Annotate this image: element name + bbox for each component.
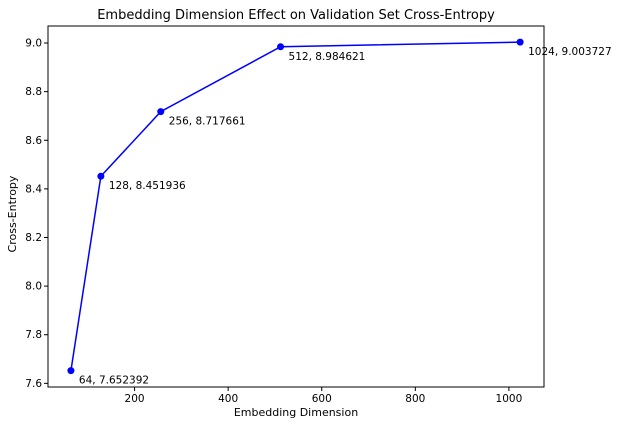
data-label: 256, 8.717661 <box>169 116 246 128</box>
x-tick-label: 200 <box>125 393 145 405</box>
x-tick-label: 800 <box>405 393 425 405</box>
y-axis-label: Cross-Entropy <box>6 175 19 252</box>
x-tick-label: 400 <box>218 393 238 405</box>
plot-frame <box>47 25 545 388</box>
chart-title: Embedding Dimension Effect on Validation… <box>97 8 495 23</box>
x-axis-label: Embedding Dimension <box>234 406 358 419</box>
data-point <box>157 108 165 116</box>
y-tick-label: 8.6 <box>25 135 42 147</box>
y-tick-label: 7.8 <box>25 329 42 341</box>
data-point <box>67 367 75 375</box>
y-tick-label: 9.0 <box>25 38 42 50</box>
series: 64, 7.652392 128, 8.451936 256, 8.717661 51… <box>67 38 612 387</box>
ticks: 200 400 600 800 1000 7.6 7.8 8.0 8.2 8.4 8.6 8.8 9.0 <box>25 38 522 405</box>
series-line <box>70 41 521 371</box>
y-tick-label: 8.2 <box>25 232 42 244</box>
data-point <box>277 43 285 51</box>
axes <box>47 25 545 388</box>
data-label: 128, 8.451936 <box>109 180 186 192</box>
data-label: 512, 8.984621 <box>289 51 366 63</box>
data-point <box>516 38 524 46</box>
x-tick-label: 1000 <box>496 393 523 405</box>
y-tick-label: 8.0 <box>25 281 42 293</box>
y-tick-label: 8.8 <box>25 86 42 98</box>
data-point <box>97 172 105 180</box>
data-label: 1024, 9.003727 <box>528 46 612 58</box>
x-tick-label: 600 <box>312 393 332 405</box>
y-tick-label: 7.6 <box>25 378 42 390</box>
data-label: 64, 7.652392 <box>79 375 149 387</box>
y-tick-label: 8.4 <box>25 183 42 195</box>
